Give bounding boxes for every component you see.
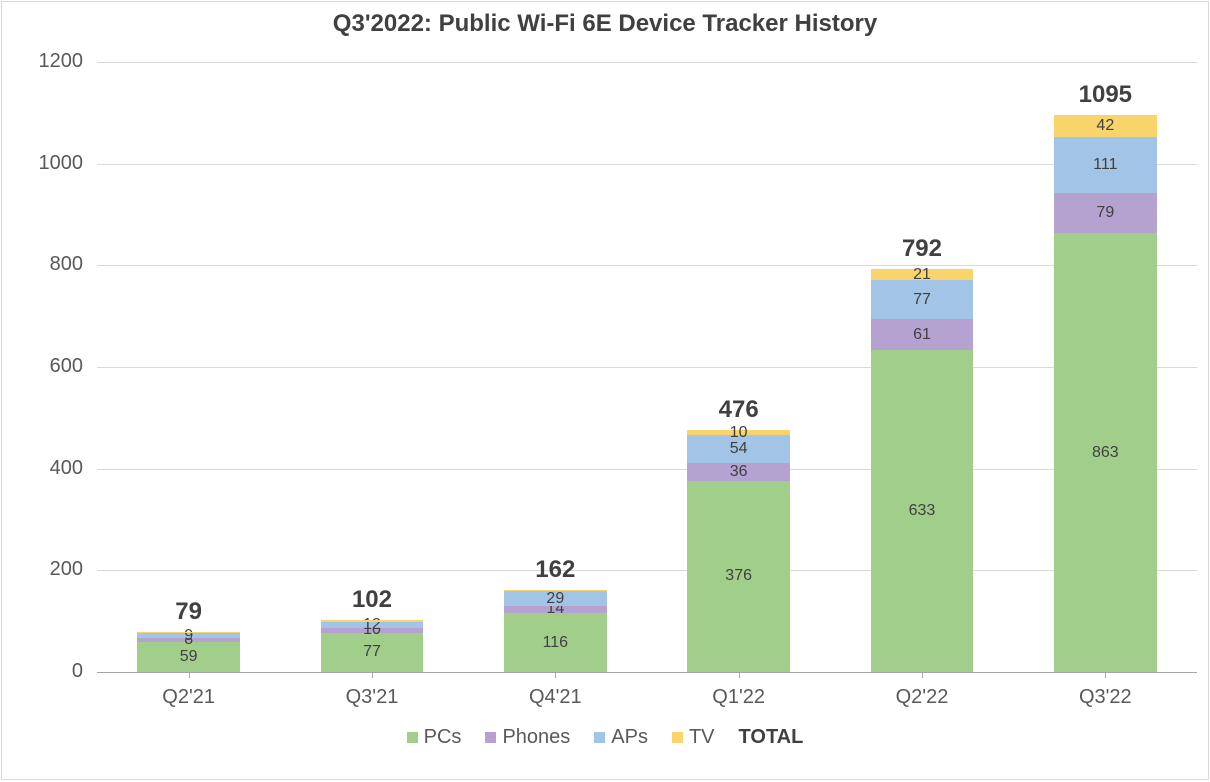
- chart-frame: Q3'2022: Public Wi-Fi 6E Device Tracker …: [1, 1, 1209, 780]
- segment-label: 36: [687, 464, 790, 480]
- y-tick-label: 200: [3, 558, 83, 581]
- legend-item-pcs: PCs: [407, 726, 462, 749]
- legend-total: TOTAL: [739, 726, 804, 749]
- segment-label: 21: [871, 267, 974, 283]
- x-tick-label: Q3'21: [280, 686, 463, 709]
- chart-title: Q3'2022: Public Wi-Fi 6E Device Tracker …: [2, 10, 1208, 38]
- segment-label: 633: [871, 503, 974, 519]
- bar-segment-tv: [321, 620, 424, 622]
- gridline: [97, 62, 1197, 63]
- y-tick-label: 600: [3, 355, 83, 378]
- segment-label: 12: [321, 617, 424, 633]
- total-label: 792: [831, 235, 1014, 263]
- legend-label: APs: [611, 726, 648, 749]
- segment-label: 79: [1054, 205, 1157, 221]
- bar-segment-tv: [137, 632, 240, 634]
- x-tick-label: Q1'22: [647, 686, 830, 709]
- legend-item-tv: TV: [672, 726, 715, 749]
- segment-label: 77: [871, 292, 974, 308]
- x-tick-mark: [922, 672, 923, 678]
- x-tick-label: Q2'22: [830, 686, 1013, 709]
- x-tick-label: Q4'21: [464, 686, 647, 709]
- gridline: [97, 672, 1197, 673]
- segment-label: 111: [1054, 157, 1157, 173]
- y-tick-label: 400: [3, 457, 83, 480]
- x-tick-mark: [1105, 672, 1106, 678]
- segment-label: 29: [504, 591, 607, 607]
- x-tick-label: Q2'21: [97, 686, 280, 709]
- legend-label: TV: [689, 726, 715, 749]
- segment-label: 42: [1054, 118, 1157, 134]
- y-tick-label: 1200: [3, 50, 83, 73]
- legend: PCs Phones APs TV TOTAL: [2, 726, 1208, 749]
- segment-label: 9: [137, 628, 240, 644]
- segment-label: 77: [321, 644, 424, 660]
- legend-swatch: [485, 732, 496, 743]
- legend-swatch: [594, 732, 605, 743]
- legend-swatch: [407, 732, 418, 743]
- bar-segment-tv: [504, 590, 607, 592]
- segment-label: 59: [137, 649, 240, 665]
- segment-label: 116: [504, 635, 607, 651]
- y-tick-label: 1000: [3, 152, 83, 175]
- segment-label: 10: [687, 425, 790, 441]
- legend-item-phones: Phones: [485, 726, 570, 749]
- gridline: [97, 164, 1197, 165]
- x-tick-mark: [555, 672, 556, 678]
- gridline: [97, 570, 1197, 571]
- x-tick-label: Q3'22: [1014, 686, 1197, 709]
- legend-swatch: [672, 732, 683, 743]
- total-label: 162: [464, 556, 647, 584]
- gridline: [97, 469, 1197, 470]
- segment-label: 54: [687, 441, 790, 457]
- x-tick-mark: [739, 672, 740, 678]
- legend-item-aps: APs: [594, 726, 648, 749]
- segment-label: 376: [687, 568, 790, 584]
- gridline: [97, 265, 1197, 266]
- legend-label: Phones: [502, 726, 570, 749]
- plot-area: 020040060080010001200Q2'21598979Q3'21771…: [97, 62, 1197, 672]
- y-tick-label: 0: [3, 660, 83, 683]
- segment-label: 863: [1054, 445, 1157, 461]
- total-label: 476: [647, 396, 830, 424]
- legend-label: PCs: [424, 726, 462, 749]
- segment-label: 61: [871, 327, 974, 343]
- y-tick-label: 800: [3, 253, 83, 276]
- x-tick-mark: [372, 672, 373, 678]
- total-label: 102: [281, 586, 464, 614]
- total-label: 79: [97, 598, 280, 626]
- x-tick-mark: [189, 672, 190, 678]
- total-label: 1095: [1014, 81, 1197, 109]
- gridline: [97, 367, 1197, 368]
